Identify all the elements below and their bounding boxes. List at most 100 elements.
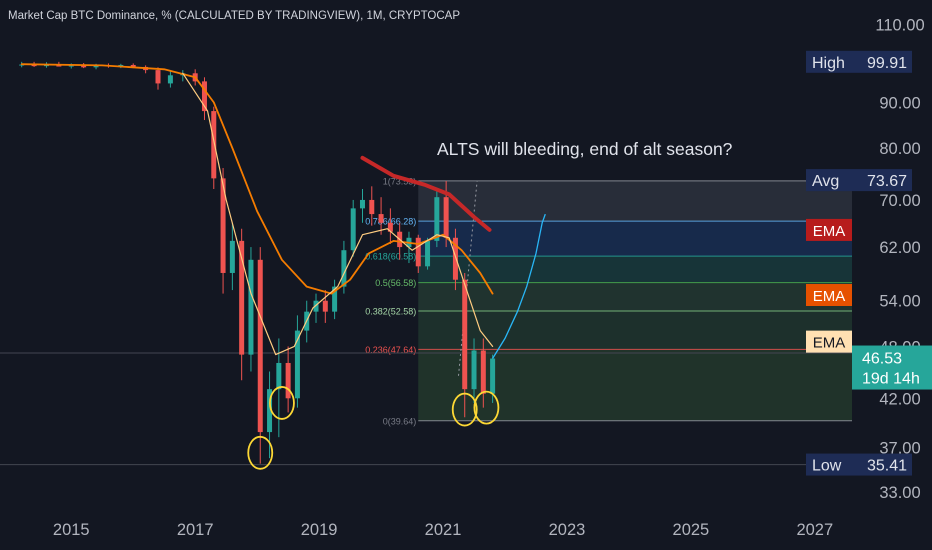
horizontal-lines	[0, 352, 852, 466]
annotation-background	[430, 132, 780, 164]
y-tick-label: 42.00	[879, 390, 920, 408]
ema-label: EMA	[813, 288, 846, 305]
price-label: EMA	[806, 284, 852, 307]
candle-body	[350, 208, 356, 251]
fib-level-label: 1(73.53)	[383, 176, 417, 186]
candle	[285, 346, 291, 413]
fib-level-label: 0.382(52.58)	[365, 307, 416, 317]
candle-body	[68, 65, 74, 67]
price-label: Low 35.41	[806, 453, 912, 476]
x-tick-label: 2017	[177, 521, 214, 539]
current-price-tag[interactable]: 46.53 19d 14h	[852, 345, 932, 390]
candle-body	[462, 279, 468, 390]
candle	[257, 247, 263, 464]
price-label-bg	[806, 169, 912, 192]
x-tick-label: 2021	[425, 521, 462, 539]
candle	[480, 338, 486, 408]
ema-label-bg	[806, 284, 852, 307]
candle-body	[130, 64, 136, 67]
y-tick-label: 37.00	[879, 440, 920, 458]
candle	[294, 315, 300, 408]
ema-line	[182, 72, 494, 356]
candle-body	[369, 199, 375, 215]
fib-zone	[418, 180, 852, 222]
candle-body	[480, 350, 486, 394]
ema-label-bg	[806, 218, 852, 241]
price-label-value: 99.91	[867, 55, 907, 72]
candle-body	[452, 237, 458, 280]
circle-highlight[interactable]	[247, 435, 274, 470]
fib-zone	[418, 256, 852, 283]
candle-body	[276, 362, 282, 390]
candle	[415, 234, 421, 273]
price-label: High 99.91	[806, 50, 912, 73]
candle	[313, 293, 319, 323]
candle-body	[378, 214, 384, 223]
circled-lows[interactable]	[247, 386, 500, 470]
price-label-bg	[806, 50, 912, 73]
fib-level-label: 0.236(47.64)	[365, 345, 416, 355]
y-tick-label: 62.00	[879, 239, 920, 257]
current-price-bg	[852, 345, 932, 390]
circle-highlight[interactable]	[451, 392, 478, 427]
candle-body	[167, 75, 173, 84]
circle-highlight[interactable]	[269, 386, 295, 420]
ema-label: EMA	[813, 335, 846, 352]
candle	[229, 222, 235, 291]
price-label: EMA	[806, 330, 852, 353]
candle	[350, 199, 356, 257]
x-tick-label: 2023	[549, 521, 586, 539]
candle-body	[490, 358, 496, 394]
price-label-name: Avg	[812, 173, 839, 190]
candle-body	[257, 259, 263, 433]
y-tick-label: 54.00	[879, 293, 920, 311]
x-tick-label: 2025	[673, 521, 710, 539]
candle-body	[332, 286, 338, 312]
price-label: EMA	[806, 218, 852, 241]
candle-body	[93, 65, 99, 68]
candle	[332, 279, 338, 320]
price-label-name: High	[812, 55, 845, 72]
price-label: Avg 73.67	[806, 169, 912, 192]
candle	[425, 237, 431, 270]
candle	[211, 106, 217, 190]
fib-level-label: 0.618(60.58)	[365, 252, 416, 262]
fib-level-label: 0.5(56.58)	[375, 278, 416, 288]
y-tick-label: 80.00	[879, 140, 920, 158]
circle-highlight[interactable]	[473, 390, 500, 425]
x-tick-label: 2019	[301, 521, 338, 539]
candle-body	[443, 197, 449, 238]
annotation-box[interactable]: ALTS will bleeding, end of alt season?	[430, 132, 780, 164]
fib-zone	[418, 221, 852, 257]
y-tick-label: 70.00	[879, 192, 920, 210]
candle-body	[341, 250, 347, 287]
projection-path[interactable]	[492, 213, 546, 359]
candle-body	[248, 259, 254, 355]
ema-line	[360, 155, 492, 232]
chart-title: Market Cap BTC Dominance, % (CALCULATED …	[8, 10, 460, 22]
candle-body	[415, 237, 421, 267]
time-axis[interactable]: 2015 2017 2019 2021 2023 2025 2027	[53, 521, 833, 539]
candle-body	[267, 389, 273, 433]
price-label-value: 35.41	[867, 458, 907, 475]
candle-body	[313, 300, 319, 312]
candle	[167, 71, 173, 88]
price-axis[interactable]: 110.0090.0080.0070.0062.0054.0048.0042.0…	[875, 16, 924, 501]
x-tick-label: 2027	[796, 521, 833, 539]
y-tick-label: 90.00	[879, 94, 920, 112]
price-labels: High 99.91 Avg 73.67 EMA EMA EMA Low 35.41 46.53 1…	[806, 50, 932, 476]
projection-line[interactable]	[492, 213, 546, 359]
candle-body	[434, 197, 440, 241]
candle-body	[359, 199, 365, 209]
annotation-text: ALTS will bleeding, end of alt season?	[437, 139, 733, 159]
fib-zone	[418, 282, 852, 312]
candle	[387, 208, 393, 244]
y-tick-label: 110.00	[875, 16, 924, 34]
candle-body	[285, 362, 291, 399]
candle-body	[322, 300, 328, 312]
candle-body	[425, 240, 431, 267]
candle-body	[211, 111, 217, 179]
y-tick-label: 33.00	[879, 484, 920, 502]
candle-body	[201, 81, 207, 112]
